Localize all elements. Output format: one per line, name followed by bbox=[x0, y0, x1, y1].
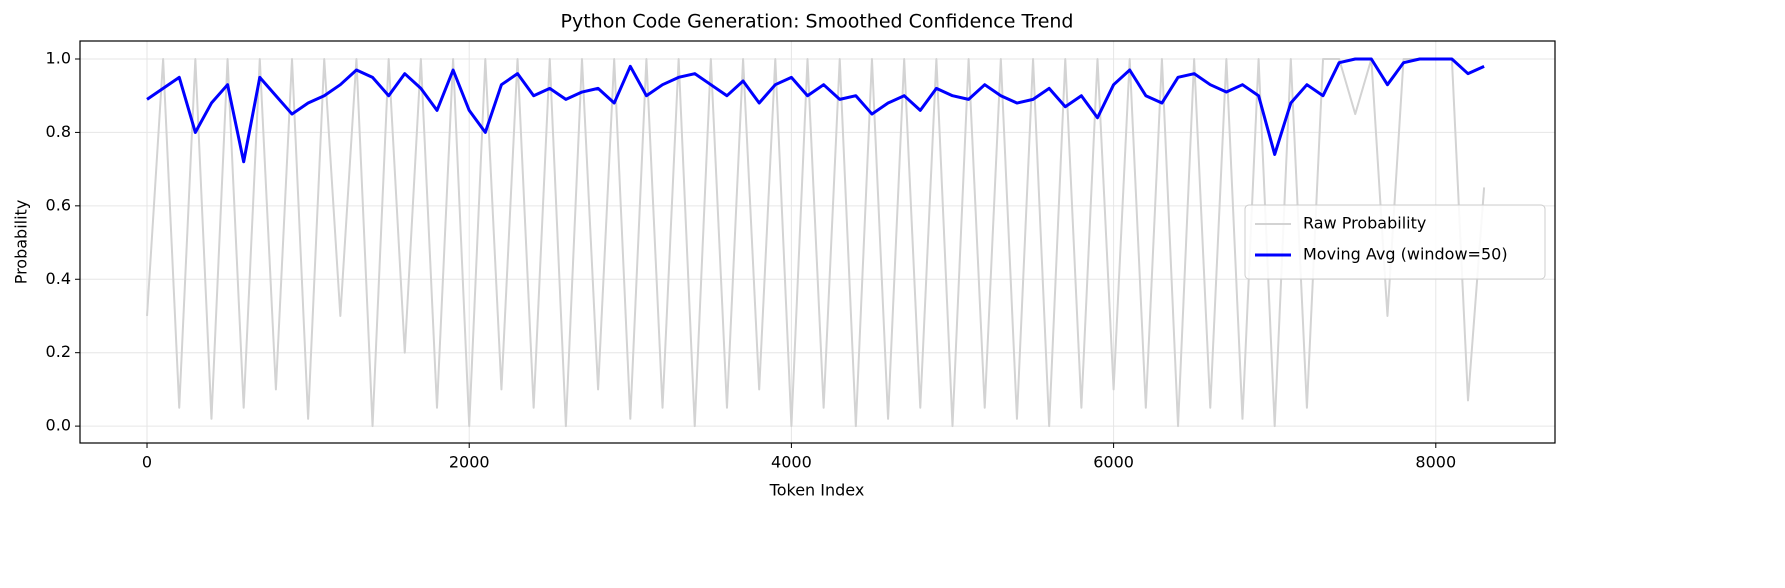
y-tick-label: 0.4 bbox=[46, 269, 71, 288]
legend-box bbox=[1244, 204, 1546, 280]
x-tick-label: 8000 bbox=[1415, 453, 1456, 472]
series-line bbox=[146, 57, 1486, 428]
legend-label: Raw Probability bbox=[1303, 214, 1426, 233]
series-line bbox=[146, 57, 1485, 164]
y-tick-label: 0.2 bbox=[46, 342, 71, 361]
y-tick-label: 0.6 bbox=[46, 195, 71, 214]
y-tick-label: 0.0 bbox=[46, 416, 71, 435]
x-axis-label: Token Index bbox=[769, 481, 865, 500]
y-tick-label: 1.0 bbox=[46, 48, 71, 67]
y-tick-label: 0.8 bbox=[46, 122, 71, 141]
legend: Raw Probability Moving Avg (window=50) bbox=[1244, 204, 1546, 280]
chart-title: Python Code Generation: Smoothed Confide… bbox=[561, 11, 1074, 33]
x-tick-label: 2000 bbox=[449, 453, 490, 472]
x-tick-label: 0 bbox=[142, 453, 152, 472]
x-tick-label: 4000 bbox=[771, 453, 812, 472]
legend-label: Moving Avg (window=50) bbox=[1303, 245, 1508, 264]
plot-frame bbox=[79, 40, 1556, 444]
x-tick-label: 6000 bbox=[1093, 453, 1134, 472]
y-axis-label: Probability bbox=[12, 200, 31, 285]
